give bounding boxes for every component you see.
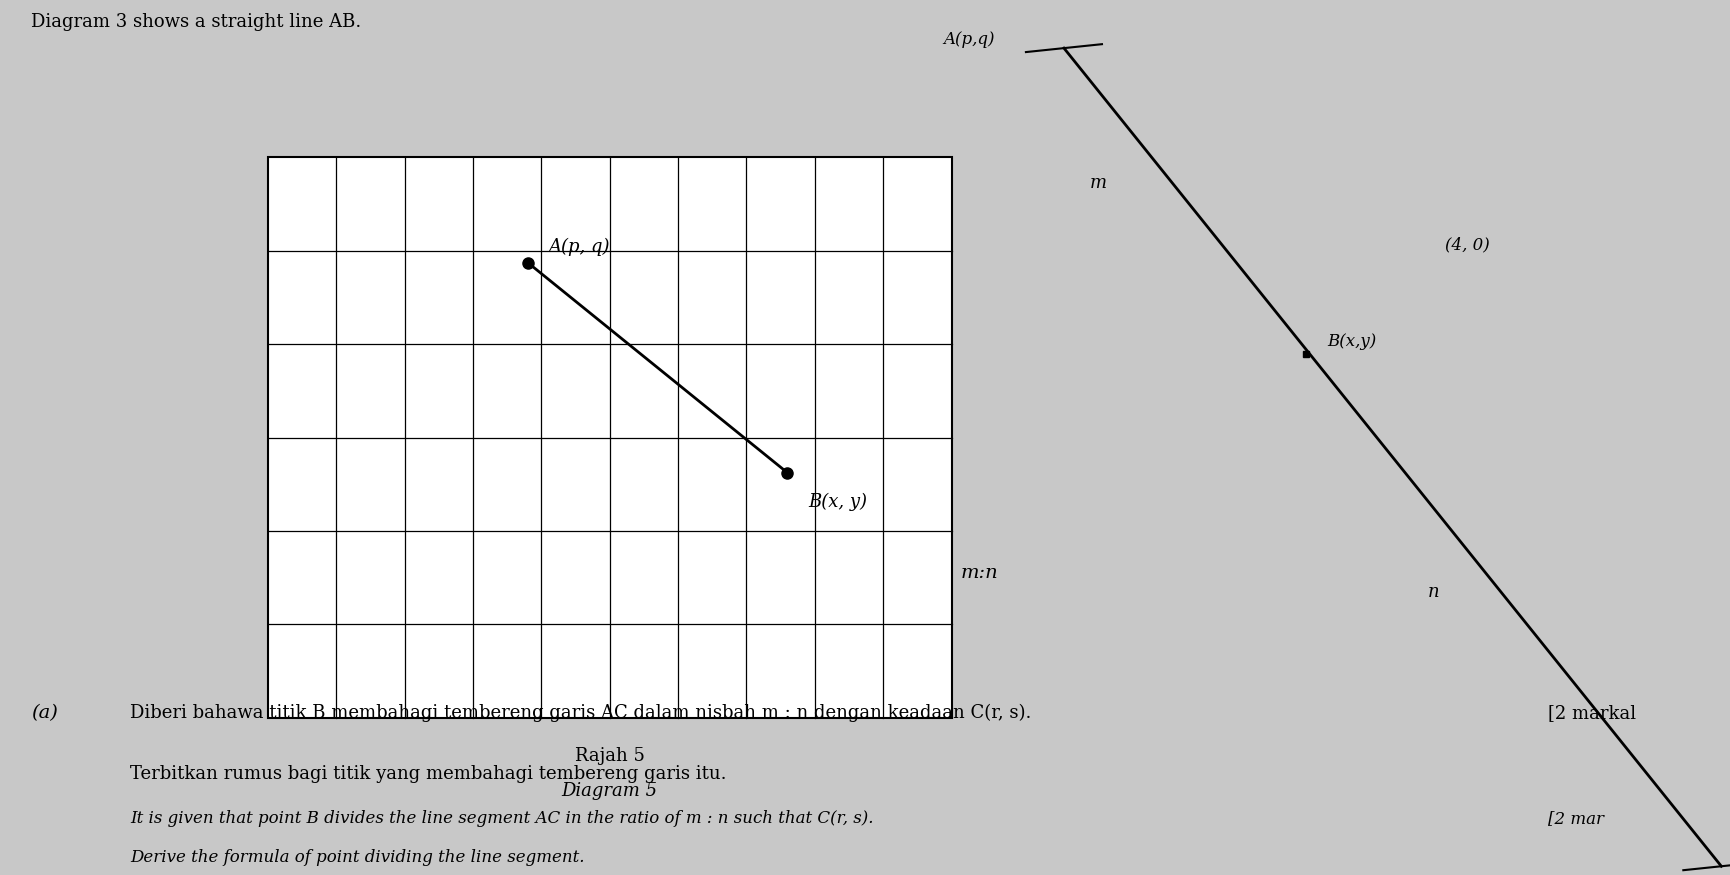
Text: B(x, y): B(x, y) bbox=[808, 493, 867, 512]
Text: (4, 0): (4, 0) bbox=[1445, 236, 1490, 254]
Text: Derive the formula of point dividing the line segment.: Derive the formula of point dividing the… bbox=[130, 850, 585, 866]
Text: Diagram 3 shows a straight line AB.: Diagram 3 shows a straight line AB. bbox=[31, 13, 362, 31]
Text: A(p,q): A(p,q) bbox=[943, 31, 995, 48]
Text: m: m bbox=[1090, 174, 1107, 192]
Text: n: n bbox=[1427, 583, 1439, 601]
Text: (a): (a) bbox=[31, 704, 59, 722]
Text: m:n: m:n bbox=[960, 564, 998, 582]
Text: It is given that point B divides the line segment AC in the ratio of m : n such : It is given that point B divides the lin… bbox=[130, 810, 874, 827]
Text: Diberi bahawa titik B membahagi tembereng garis AC dalam nisbah m : n dengan kea: Diberi bahawa titik B membahagi temberen… bbox=[130, 704, 1031, 722]
Bar bbox=[268, 158, 952, 717]
Text: Diagram 5: Diagram 5 bbox=[562, 782, 657, 801]
Text: A(p, q): A(p, q) bbox=[548, 238, 611, 256]
Text: [2 mar: [2 mar bbox=[1548, 810, 1604, 827]
Text: Rajah 5: Rajah 5 bbox=[574, 747, 645, 766]
Text: Terbitkan rumus bagi titik yang membahagi tembereng garis itu.: Terbitkan rumus bagi titik yang membahag… bbox=[130, 765, 727, 783]
Text: [2 markal: [2 markal bbox=[1548, 704, 1637, 722]
Text: B(x,y): B(x,y) bbox=[1327, 332, 1375, 350]
